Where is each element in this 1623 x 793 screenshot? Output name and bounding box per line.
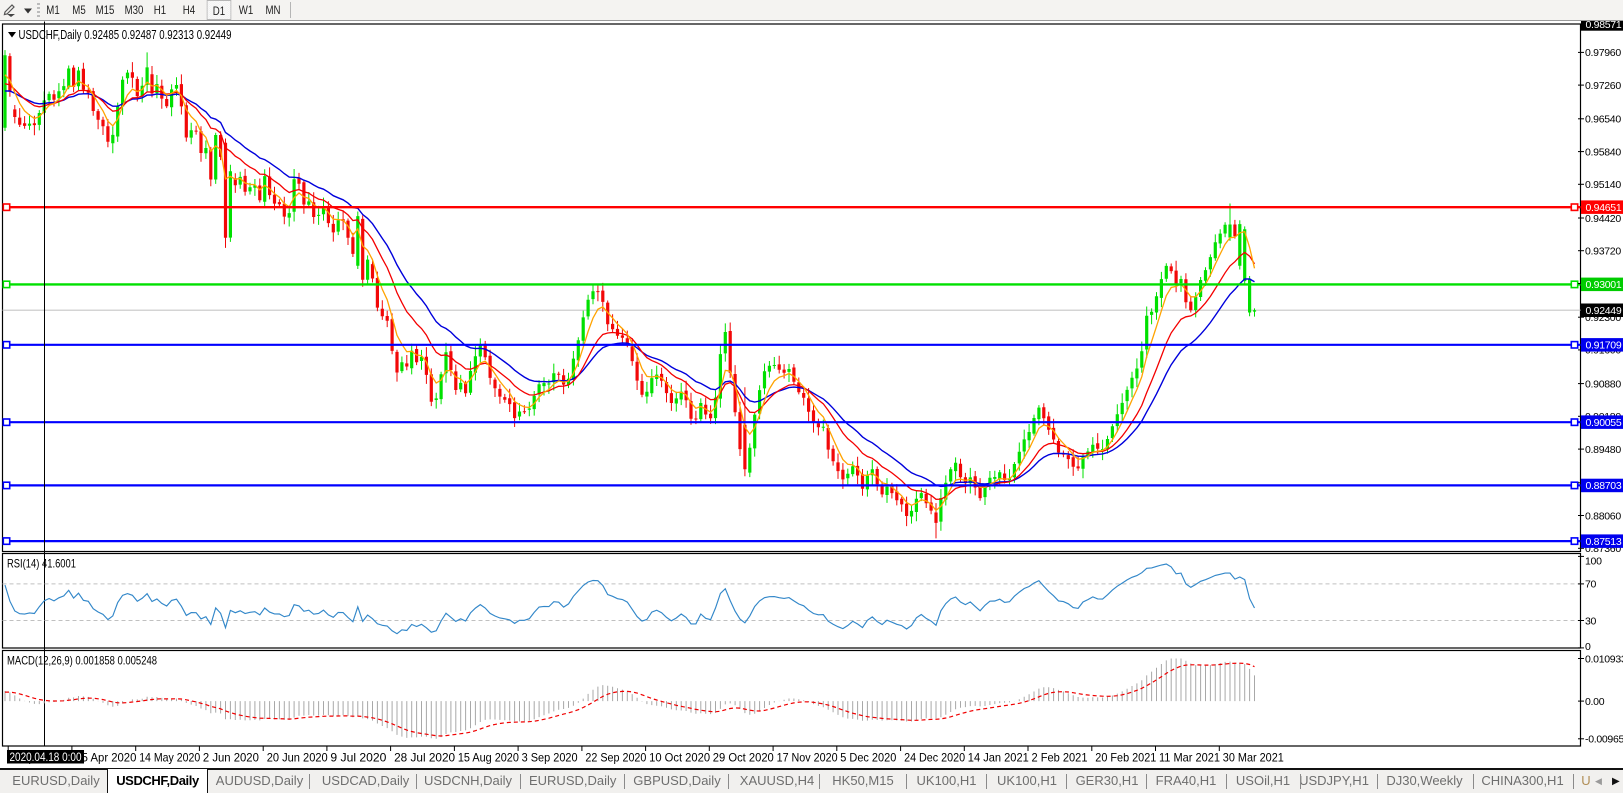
svg-text:0.96540: 0.96540	[1585, 114, 1621, 126]
svg-text:0.97960: 0.97960	[1585, 47, 1621, 59]
svg-text:24 Dec 2020: 24 Dec 2020	[904, 751, 965, 765]
svg-text:0.87513: 0.87513	[1586, 536, 1622, 548]
svg-text:28 Jul 2020: 28 Jul 2020	[394, 751, 455, 765]
svg-text:RSI(14) 41.6001: RSI(14) 41.6001	[7, 557, 76, 571]
svg-text:30 Mar 2021: 30 Mar 2021	[1223, 751, 1284, 765]
svg-text:14 Jan 2021: 14 Jan 2021	[968, 751, 1029, 765]
svg-text:0.90880: 0.90880	[1585, 378, 1621, 390]
svg-text:0.91709: 0.91709	[1586, 340, 1622, 352]
svg-text:10 Oct 2020: 10 Oct 2020	[649, 751, 710, 765]
svg-text:0.98571: 0.98571	[1586, 19, 1622, 31]
svg-text:0.90055: 0.90055	[1586, 417, 1622, 429]
svg-text:0.93720: 0.93720	[1585, 246, 1621, 258]
svg-text:5 Dec 2020: 5 Dec 2020	[840, 751, 896, 765]
svg-text:USDCHF,Daily 0.92485 0.92487: USDCHF,Daily 0.92485 0.92487 0.92313 0.9…	[19, 27, 232, 42]
svg-text:0.97260: 0.97260	[1585, 80, 1621, 92]
svg-text:0: 0	[1585, 641, 1591, 653]
svg-text:9 Jul 2020: 9 Jul 2020	[330, 751, 386, 765]
svg-text:29 Oct 2020: 29 Oct 2020	[713, 751, 774, 765]
svg-text:0.92449: 0.92449	[1586, 305, 1622, 317]
svg-text:0.93001: 0.93001	[1586, 279, 1622, 291]
svg-text:14 May 2020: 14 May 2020	[139, 751, 200, 765]
svg-text:20 Feb 2021: 20 Feb 2021	[1095, 751, 1156, 765]
svg-text:70: 70	[1585, 579, 1597, 591]
svg-text:15 Aug 2020: 15 Aug 2020	[458, 751, 519, 765]
svg-text:0.94651: 0.94651	[1586, 202, 1622, 214]
svg-text:30: 30	[1585, 615, 1597, 627]
svg-text:20 Jun 2020: 20 Jun 2020	[267, 751, 328, 765]
svg-text:17 Nov 2020: 17 Nov 2020	[777, 751, 838, 765]
svg-text:100: 100	[1585, 555, 1602, 567]
svg-text:0.00: 0.00	[1585, 696, 1605, 708]
svg-text:0.95140: 0.95140	[1585, 179, 1621, 191]
svg-text:11 Mar 2021: 11 Mar 2021	[1159, 751, 1220, 765]
svg-text:-0.009653: -0.009653	[1585, 734, 1623, 746]
svg-text:22 Sep 2020: 22 Sep 2020	[585, 751, 646, 765]
svg-text:25 Apr 2020: 25 Apr 2020	[75, 751, 136, 765]
svg-text:MACD(12,26,9) 0.001858 0.00524: MACD(12,26,9) 0.001858 0.005248	[7, 654, 157, 668]
svg-text:0.88060: 0.88060	[1585, 510, 1621, 522]
svg-text:2 Jun 2020: 2 Jun 2020	[203, 751, 259, 765]
svg-text:0.95840: 0.95840	[1585, 146, 1621, 158]
svg-text:0.89480: 0.89480	[1585, 444, 1621, 456]
svg-text:2020.04.18 0:00: 2020.04.18 0:00	[10, 750, 82, 764]
svg-text:0.88703: 0.88703	[1586, 480, 1622, 492]
svg-text:0.010933: 0.010933	[1585, 653, 1623, 665]
svg-text:0.94420: 0.94420	[1585, 213, 1621, 225]
svg-text:2 Feb 2021: 2 Feb 2021	[1032, 751, 1088, 765]
svg-text:3 Sep 2020: 3 Sep 2020	[522, 751, 578, 765]
